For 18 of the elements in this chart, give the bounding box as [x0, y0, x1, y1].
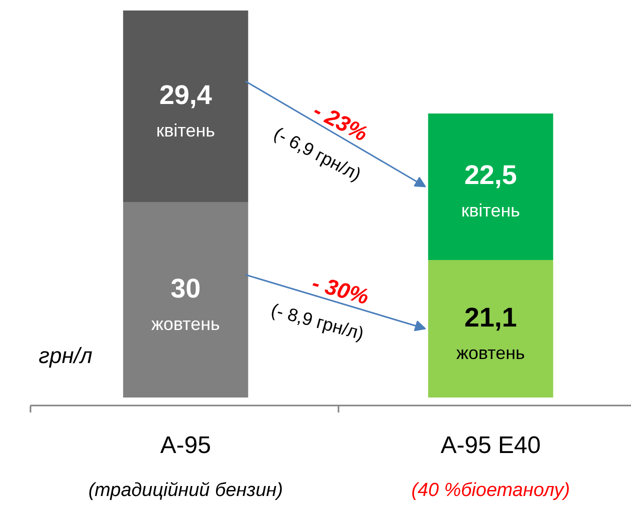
series-label: квітень — [156, 120, 216, 140]
bar — [428, 260, 554, 398]
x-tick-label: A-95 — [160, 432, 211, 459]
bar — [123, 202, 248, 398]
bar — [123, 10, 248, 202]
data-label: 30 — [170, 273, 201, 304]
text: (традиційний бензин) — [88, 480, 283, 501]
series-label: жовтень — [151, 314, 220, 334]
text: квітень — [461, 200, 520, 221]
data-label: 29,4 — [159, 80, 212, 110]
annotation: - 30% — [310, 270, 372, 310]
text: жовтень — [456, 342, 525, 363]
data-label: 21,1 — [464, 302, 517, 332]
annotation: грн/л — [38, 343, 92, 368]
x-tick-label: A-95 E40 — [440, 432, 541, 459]
data-label: 22,5 — [464, 160, 517, 190]
bar — [428, 113, 554, 260]
text: (40 %біоетанолу) — [411, 480, 570, 501]
